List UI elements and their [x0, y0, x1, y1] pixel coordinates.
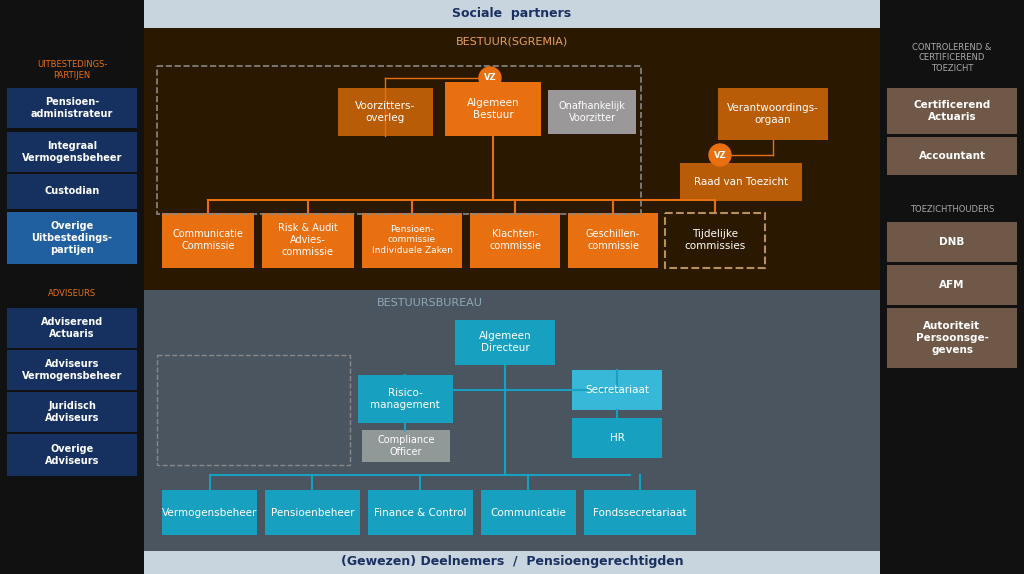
Text: Pensioenbeheer: Pensioenbeheer — [270, 507, 354, 518]
Bar — [887, 308, 1017, 368]
Text: Integraal
Vermogensbeheer: Integraal Vermogensbeheer — [22, 141, 122, 163]
Text: Accountant: Accountant — [919, 151, 985, 161]
Bar — [7, 434, 137, 476]
Bar — [887, 265, 1017, 305]
Text: Risk & Audit
Advies-
commissie: Risk & Audit Advies- commissie — [279, 223, 338, 257]
Text: Verantwoordings-
orgaan: Verantwoordings- orgaan — [727, 103, 819, 125]
Text: VZ: VZ — [483, 73, 497, 83]
Text: Geschillen-
commissie: Geschillen- commissie — [586, 229, 640, 251]
Text: Sociale  partners: Sociale partners — [453, 7, 571, 21]
Bar — [548, 90, 636, 134]
Text: Tijdelijke
commissies: Tijdelijke commissies — [684, 229, 745, 251]
Text: Fondssecretariaat: Fondssecretariaat — [593, 507, 687, 518]
Text: Risico-
management: Risico- management — [370, 388, 440, 410]
Circle shape — [479, 67, 501, 89]
Bar — [262, 213, 354, 268]
Text: Custodian: Custodian — [44, 186, 99, 196]
Text: Compliance
Officer: Compliance Officer — [377, 435, 435, 457]
Bar — [445, 82, 541, 136]
Text: Juridisch
Adviseurs: Juridisch Adviseurs — [45, 401, 99, 423]
Text: Secretariaat: Secretariaat — [585, 385, 649, 395]
Circle shape — [709, 144, 731, 166]
Text: Certificerend
Actuaris: Certificerend Actuaris — [913, 100, 990, 122]
Bar — [572, 370, 662, 410]
Text: Communicatie: Communicatie — [490, 507, 566, 518]
Bar — [572, 418, 662, 458]
Text: AFM: AFM — [939, 280, 965, 290]
Bar — [368, 490, 473, 535]
Text: (Gewezen) Deelnemers  /  Pensioengerechtigden: (Gewezen) Deelnemers / Pensioengerechtig… — [341, 556, 683, 568]
Text: Pensioen-
administrateur: Pensioen- administrateur — [31, 97, 114, 119]
Bar — [887, 137, 1017, 175]
Bar — [144, 0, 880, 28]
Bar — [157, 355, 350, 465]
Bar — [718, 88, 828, 140]
Text: Finance & Control: Finance & Control — [374, 507, 467, 518]
Bar — [7, 174, 137, 209]
Text: Adviseurs
Vermogensbeheer: Adviseurs Vermogensbeheer — [22, 359, 122, 381]
Bar — [7, 132, 137, 172]
Text: Overige
Adviseurs: Overige Adviseurs — [45, 444, 99, 466]
Bar — [338, 88, 433, 136]
Text: Klachten-
commissie: Klachten- commissie — [489, 229, 541, 251]
Text: VZ: VZ — [714, 150, 726, 160]
Text: Overige
Uitbestedings-
partijen: Overige Uitbestedings- partijen — [32, 221, 113, 255]
Text: Communicatie
Commissie: Communicatie Commissie — [173, 229, 244, 251]
Bar — [470, 213, 560, 268]
Text: Raad van Toezicht: Raad van Toezicht — [694, 177, 788, 187]
Bar — [144, 28, 880, 290]
Bar — [584, 490, 696, 535]
Bar — [358, 375, 453, 423]
Bar — [887, 88, 1017, 134]
Text: Pensioen-
commissie
Individuele Zaken: Pensioen- commissie Individuele Zaken — [372, 225, 453, 255]
Text: ADVISEURS: ADVISEURS — [48, 289, 96, 298]
Bar — [157, 66, 641, 214]
Bar — [144, 551, 880, 574]
Text: BESTUUR(SGREMIA): BESTUUR(SGREMIA) — [456, 37, 568, 47]
Text: Onafhankelijk
Voorzitter: Onafhankelijk Voorzitter — [558, 101, 626, 123]
Bar — [265, 490, 360, 535]
Bar — [144, 290, 880, 551]
Bar — [887, 222, 1017, 262]
Bar — [7, 212, 137, 264]
Bar — [665, 213, 765, 268]
Bar — [455, 320, 555, 365]
Text: Algemeen
Directeur: Algemeen Directeur — [478, 331, 531, 353]
Text: TOEZICHTHOUDERS: TOEZICHTHOUDERS — [909, 205, 994, 215]
Text: UITBESTEDINGS-
PARTIJEN: UITBESTEDINGS- PARTIJEN — [37, 60, 108, 80]
Bar — [0, 0, 144, 574]
Text: Adviserend
Actuaris: Adviserend Actuaris — [41, 317, 103, 339]
Bar — [680, 163, 802, 201]
Text: HR: HR — [609, 433, 625, 443]
Bar — [481, 490, 575, 535]
Bar — [162, 213, 254, 268]
Bar — [7, 392, 137, 432]
Bar — [880, 0, 1024, 574]
Bar — [7, 308, 137, 348]
Bar — [162, 490, 257, 535]
Text: Vermogensbeheer: Vermogensbeheer — [162, 507, 257, 518]
Bar — [7, 88, 137, 128]
Text: Algemeen
Bestuur: Algemeen Bestuur — [467, 98, 519, 120]
Text: Voorzitters-
overleg: Voorzitters- overleg — [355, 101, 415, 123]
Text: CONTROLEREND &
CERTIFICEREND
TOEZICHT: CONTROLEREND & CERTIFICEREND TOEZICHT — [912, 42, 991, 73]
Text: BESTUURSBUREAU: BESTUURSBUREAU — [377, 298, 483, 308]
Text: DNB: DNB — [939, 237, 965, 247]
Bar — [665, 213, 765, 268]
Bar — [362, 430, 450, 462]
Bar — [568, 213, 658, 268]
Bar — [7, 350, 137, 390]
Bar — [362, 213, 462, 268]
Text: Autoriteit
Persoonsge-
gevens: Autoriteit Persoonsge- gevens — [915, 321, 988, 355]
